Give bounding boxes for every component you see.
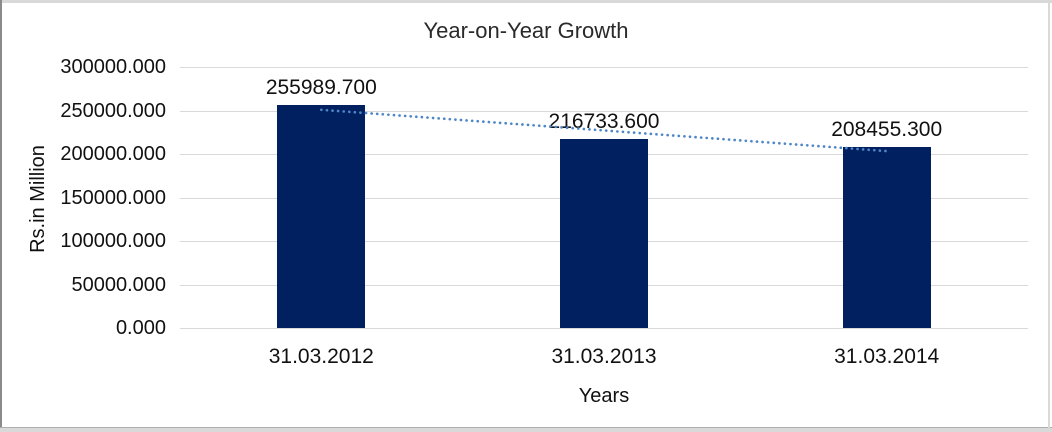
x-category-label: 31.03.2014 xyxy=(834,345,940,368)
gridline xyxy=(180,328,1028,329)
y-tick-label: 300000.000 xyxy=(60,56,166,78)
bar-data-label: 216733.600 xyxy=(548,110,660,134)
panel-border-bottom xyxy=(0,427,1052,432)
x-category-label: 31.03.2013 xyxy=(551,345,657,368)
bar xyxy=(277,105,366,328)
panel-border-right xyxy=(1048,3,1050,430)
y-tick-label: 100000.000 xyxy=(60,230,166,252)
y-tick-label: 0.000 xyxy=(115,317,166,339)
gridline xyxy=(180,67,1028,68)
bar xyxy=(560,139,648,328)
bar-data-label: 208455.300 xyxy=(831,117,943,141)
y-tick-label: 250000.000 xyxy=(60,99,166,122)
x-category-label: 31.03.2012 xyxy=(268,345,374,368)
bar xyxy=(842,146,931,328)
panel-border-top xyxy=(0,0,1052,3)
x-axis-title: Years xyxy=(578,385,630,407)
panel-border-left xyxy=(0,0,2,432)
chart-title: Year-on-Year Growth xyxy=(423,18,629,43)
bar-data-label: 255989.700 xyxy=(265,76,377,100)
y-tick-label: 200000.000 xyxy=(60,143,166,165)
y-axis-title: Rs.in Million xyxy=(27,145,49,253)
y-tick-label: 50000.000 xyxy=(71,273,166,296)
y-tick-label: 150000.000 xyxy=(60,186,166,209)
